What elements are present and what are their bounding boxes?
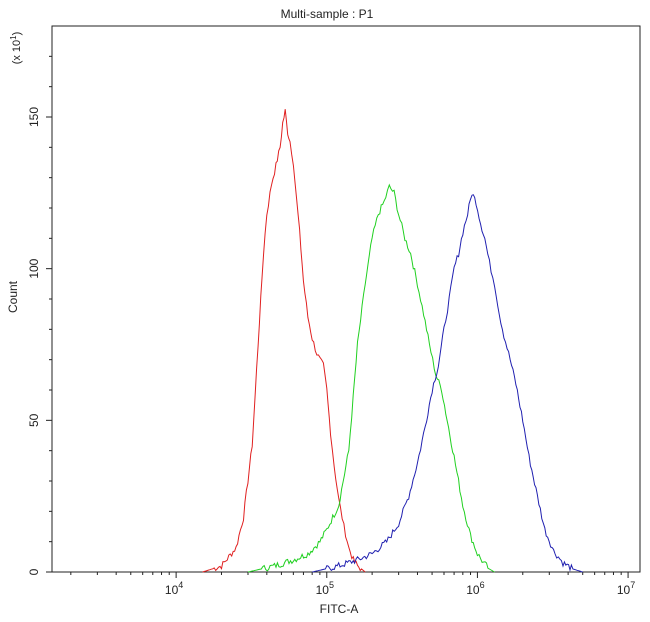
x-axis-label: FITC-A [320, 602, 359, 616]
series-line-0 [202, 109, 366, 573]
y-multiplier-suffix: ) [11, 32, 23, 36]
y-multiplier-exponent: 1 [9, 35, 18, 40]
x-axis-ticks: 104 105 106 107 [70, 572, 635, 597]
y-axis-label: Count [6, 280, 20, 313]
series-group [202, 109, 583, 573]
plot-frame [51, 25, 641, 573]
x-tick-label-3: 107 [617, 580, 635, 597]
chart-title: Multi-sample : P1 [281, 7, 374, 21]
y-tick-label-1: 50 [27, 413, 41, 427]
y-multiplier-prefix: (x 10 [11, 40, 23, 64]
series-line-1 [247, 183, 495, 573]
svg-text:(x 101): (x 101) [9, 32, 23, 65]
x-tick-label-2: 106 [466, 580, 484, 597]
x-tick-label-1: 105 [316, 580, 334, 597]
series-line-2 [312, 194, 583, 573]
y-tick-label-2: 100 [27, 258, 41, 278]
y-tick-label-0: 0 [27, 568, 41, 575]
y-axis-ticks: 0 50 100 150 [27, 55, 52, 575]
y-multiplier-label: (x 101) [9, 32, 23, 65]
y-tick-label-3: 150 [27, 107, 41, 127]
x-tick-label-0: 104 [165, 580, 183, 597]
